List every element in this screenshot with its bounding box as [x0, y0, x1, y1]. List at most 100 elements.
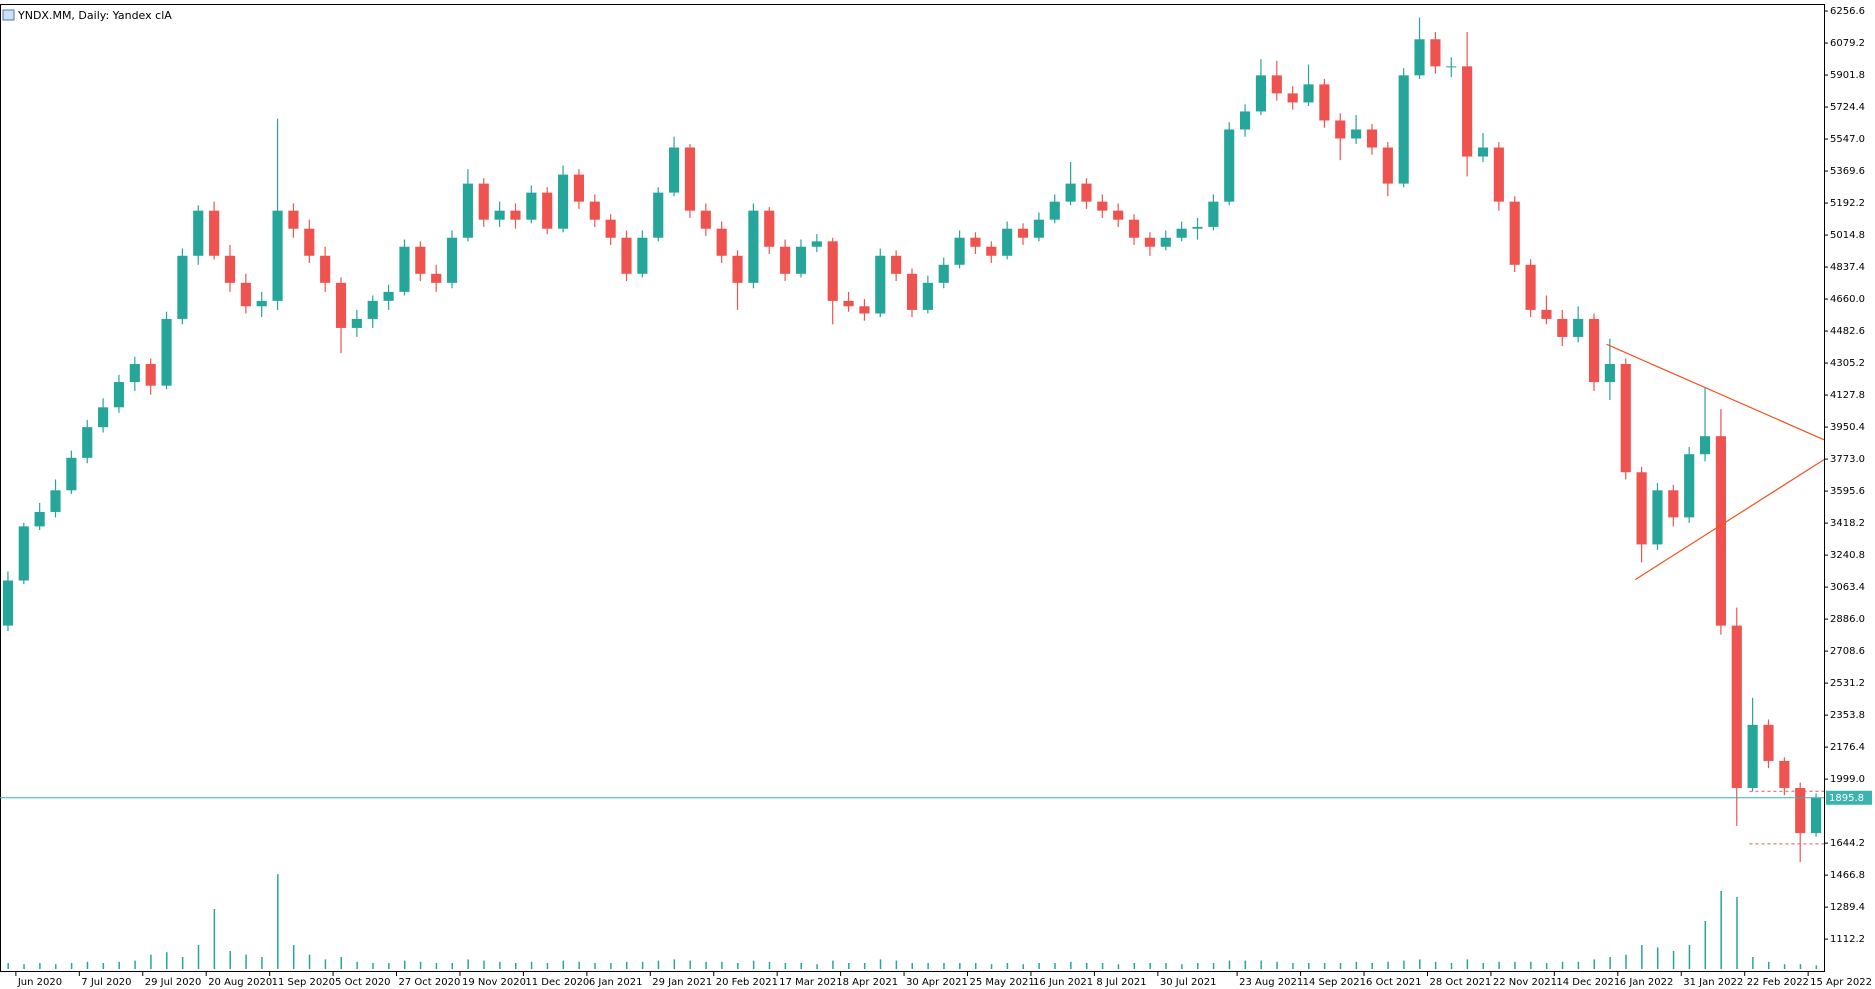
volume-bar	[1799, 964, 1802, 969]
x-tick-label: 22 Feb 2022	[1747, 977, 1809, 988]
volume-bar	[974, 963, 977, 969]
candle-body	[1002, 228, 1013, 256]
x-tick-label: 8 Apr 2021	[843, 977, 898, 988]
candle-body	[193, 210, 204, 256]
volume-bar	[1403, 960, 1405, 969]
candle-body	[954, 237, 965, 265]
volume-bar	[1450, 963, 1453, 969]
candle-body	[1176, 228, 1187, 238]
volume-bar	[388, 963, 390, 969]
volume-bar	[1577, 961, 1580, 969]
volume-bar	[1244, 960, 1247, 969]
volume-bar	[1656, 947, 1659, 969]
volume-bar	[911, 963, 913, 969]
volume-bar	[737, 963, 739, 969]
candle-body	[1351, 129, 1362, 139]
candle-body	[700, 210, 711, 229]
volume-bar	[1196, 963, 1199, 969]
x-tick-label: Jun 2020	[17, 977, 62, 988]
x-tick-label: 29 Jul 2020	[145, 977, 202, 988]
x-tick-label: 20 Feb 2021	[716, 977, 778, 988]
candle-body	[1684, 454, 1695, 518]
volume-bar	[1482, 963, 1484, 969]
candle-body	[1160, 237, 1171, 247]
price-label-box	[1826, 790, 1872, 805]
volume-bar	[1704, 921, 1707, 969]
volume-bar	[1720, 891, 1722, 969]
candle-body	[272, 210, 283, 301]
volume-bar	[86, 961, 89, 969]
volume-bar	[832, 960, 834, 969]
candle-body	[827, 241, 838, 301]
x-tick-label: 6 Jan 2022	[1620, 977, 1674, 988]
y-tick-label: 3240.8	[1830, 550, 1865, 561]
volume-bar	[594, 963, 596, 969]
volume-bar	[1387, 961, 1389, 969]
candle-body	[1573, 318, 1584, 337]
candle-body	[764, 210, 775, 247]
candle-body	[780, 246, 791, 274]
candle-body	[1303, 84, 1314, 103]
volume-bar	[499, 961, 501, 969]
y-tick-label: 1289.4	[1830, 902, 1865, 913]
candle-body	[1604, 364, 1615, 383]
y-tick-label: 2531.2	[1830, 678, 1865, 689]
x-tick-label: 7 Jul 2020	[81, 977, 131, 988]
volume-bar	[245, 954, 247, 969]
candle-body	[1779, 760, 1790, 788]
candle-body	[1224, 129, 1235, 202]
candle-body	[367, 300, 378, 319]
volume-bar	[1085, 963, 1088, 969]
volume-bar	[1292, 963, 1294, 969]
candle-body	[446, 237, 458, 283]
candle-body	[1715, 436, 1726, 626]
candle-body	[1382, 147, 1393, 184]
x-tick-label: 23 Aug 2021	[1239, 977, 1303, 988]
candle-body	[1668, 490, 1679, 518]
volume-bar	[1530, 961, 1532, 969]
candle-body	[209, 210, 220, 256]
volume-bar	[1133, 963, 1136, 969]
candle-body	[478, 183, 489, 220]
chart-title: YNDX.MM, Daily: Yandex clA	[17, 9, 172, 22]
volume-bar	[308, 954, 311, 969]
candle-body	[795, 246, 807, 274]
volume-bar	[419, 961, 422, 969]
volume-bar	[1593, 959, 1596, 969]
x-tick-label: 25 May 2021	[970, 977, 1035, 988]
volume-bar	[848, 963, 850, 969]
candle-body	[1652, 490, 1663, 545]
volume-bar	[372, 963, 374, 969]
candle-body	[637, 237, 648, 274]
volume-bar	[1165, 963, 1167, 969]
candle-body	[1620, 364, 1631, 473]
x-tick-label: 15 Apr 2022	[1810, 977, 1872, 988]
x-tick-label: 22 Nov 2021	[1493, 977, 1557, 988]
volume-bar	[1609, 957, 1611, 969]
x-tick-label: 6 Jan 2021	[589, 977, 643, 988]
candle-body	[510, 210, 521, 220]
y-tick-label: 4305.2	[1830, 358, 1865, 369]
candle-body	[573, 174, 584, 202]
candle-body	[129, 364, 140, 383]
volume-bar	[1228, 960, 1231, 969]
candle-body	[383, 291, 394, 301]
y-tick-label: 5901.8	[1830, 70, 1865, 81]
candle-body	[970, 237, 981, 247]
candle-body	[415, 246, 426, 274]
y-tick-label: 3418.2	[1830, 518, 1865, 529]
volume-bar	[483, 960, 485, 969]
y-tick-label: 1999.0	[1830, 774, 1865, 785]
candle-body	[1240, 111, 1251, 130]
candle-body	[1033, 219, 1044, 238]
candle-body	[351, 318, 362, 328]
candle-body	[1636, 472, 1647, 545]
volume-bar	[7, 963, 9, 969]
volume-bar	[546, 963, 549, 969]
candle-body	[1128, 219, 1140, 238]
volume-bar	[1323, 963, 1326, 969]
volume-bar	[39, 963, 41, 969]
volume-bar	[1498, 961, 1500, 969]
